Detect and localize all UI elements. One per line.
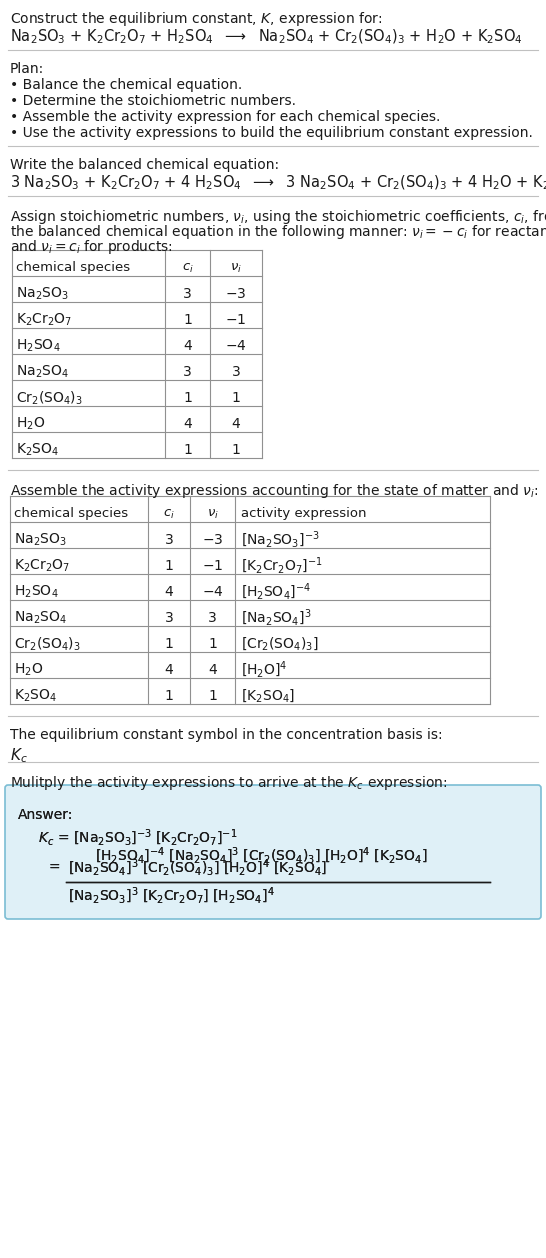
Text: 1: 1 <box>183 313 192 327</box>
Text: =: = <box>48 860 60 876</box>
Text: 1: 1 <box>183 391 192 405</box>
Text: [Cr$_2$(SO$_4$)$_3$]: [Cr$_2$(SO$_4$)$_3$] <box>241 635 319 653</box>
Text: $-$3: $-$3 <box>225 287 247 301</box>
Text: 3: 3 <box>208 611 217 625</box>
Text: the balanced chemical equation in the following manner: $\nu_i = -c_i$ for react: the balanced chemical equation in the fo… <box>10 223 546 242</box>
Text: =: = <box>48 860 60 876</box>
Text: 3: 3 <box>183 365 192 379</box>
Text: Cr$_2$(SO$_4$)$_3$: Cr$_2$(SO$_4$)$_3$ <box>16 389 83 406</box>
Text: Na$_2$SO$_3$: Na$_2$SO$_3$ <box>16 286 69 302</box>
Text: [K$_2$SO$_4$]: [K$_2$SO$_4$] <box>241 688 295 704</box>
Text: 3: 3 <box>183 287 192 301</box>
Text: 4: 4 <box>232 416 240 431</box>
Text: • Use the activity expressions to build the equilibrium constant expression.: • Use the activity expressions to build … <box>10 126 533 140</box>
Text: 1: 1 <box>164 689 174 703</box>
Text: [K$_2$Cr$_2$O$_7$]$^{-1}$: [K$_2$Cr$_2$O$_7$]$^{-1}$ <box>241 556 323 576</box>
Text: chemical species: chemical species <box>14 507 128 521</box>
Text: $K_c$ = [Na$_2$SO$_3$]$^{-3}$ [K$_2$Cr$_2$O$_7$]$^{-1}$: $K_c$ = [Na$_2$SO$_3$]$^{-3}$ [K$_2$Cr$_… <box>38 828 238 848</box>
Text: • Balance the chemical equation.: • Balance the chemical equation. <box>10 78 242 92</box>
Text: activity expression: activity expression <box>241 507 366 521</box>
Text: [Na$_2$SO$_3$]$^{-3}$: [Na$_2$SO$_3$]$^{-3}$ <box>241 530 319 550</box>
Text: H$_2$O: H$_2$O <box>14 662 43 678</box>
Text: 4: 4 <box>183 416 192 431</box>
Text: $-$1: $-$1 <box>225 313 247 327</box>
Text: 1: 1 <box>164 637 174 650</box>
Text: 3: 3 <box>232 365 240 379</box>
Text: [Na$_2$SO$_4$]$^3$ [Cr$_2$(SO$_4$)$_3$] [H$_2$O]$^4$ [K$_2$SO$_4$]: [Na$_2$SO$_4$]$^3$ [Cr$_2$(SO$_4$)$_3$] … <box>68 858 327 878</box>
Text: $-$4: $-$4 <box>201 585 223 599</box>
Text: K$_2$SO$_4$: K$_2$SO$_4$ <box>14 688 57 704</box>
Text: The equilibrium constant symbol in the concentration basis is:: The equilibrium constant symbol in the c… <box>10 728 443 742</box>
Text: [H$_2$SO$_4$]$^{-4}$: [H$_2$SO$_4$]$^{-4}$ <box>241 581 311 603</box>
Text: [Na$_2$SO$_4$]$^3$ [Cr$_2$(SO$_4$)$_3$] [H$_2$O]$^4$ [K$_2$SO$_4$]: [Na$_2$SO$_4$]$^3$ [Cr$_2$(SO$_4$)$_3$] … <box>68 858 327 878</box>
Text: and $\nu_i = c_i$ for products:: and $\nu_i = c_i$ for products: <box>10 238 173 255</box>
Text: Write the balanced chemical equation:: Write the balanced chemical equation: <box>10 159 279 172</box>
Text: Construct the equilibrium constant, $K$, expression for:: Construct the equilibrium constant, $K$,… <box>10 10 383 28</box>
Text: Na$_2$SO$_4$: Na$_2$SO$_4$ <box>14 610 67 626</box>
Text: 4: 4 <box>165 585 174 599</box>
Text: [Na$_2$SO$_4$]$^3$: [Na$_2$SO$_4$]$^3$ <box>241 608 311 628</box>
Text: 1: 1 <box>208 689 217 703</box>
Text: H$_2$O: H$_2$O <box>16 416 45 433</box>
FancyBboxPatch shape <box>5 785 541 920</box>
Text: 1: 1 <box>208 637 217 650</box>
Text: K$_2$Cr$_2$O$_7$: K$_2$Cr$_2$O$_7$ <box>14 557 70 574</box>
Text: 1: 1 <box>232 443 240 457</box>
Text: Cr$_2$(SO$_4$)$_3$: Cr$_2$(SO$_4$)$_3$ <box>14 635 81 653</box>
Text: H$_2$SO$_4$: H$_2$SO$_4$ <box>14 584 58 600</box>
Text: 4: 4 <box>208 663 217 677</box>
Text: $c_i$: $c_i$ <box>182 262 193 274</box>
Text: $\nu_i$: $\nu_i$ <box>230 262 242 274</box>
Text: • Assemble the activity expression for each chemical species.: • Assemble the activity expression for e… <box>10 109 441 125</box>
Text: K$_2$Cr$_2$O$_7$: K$_2$Cr$_2$O$_7$ <box>16 312 73 328</box>
Text: $c_i$: $c_i$ <box>163 507 175 521</box>
Text: $K_c$: $K_c$ <box>10 746 28 765</box>
Text: 3: 3 <box>165 533 174 547</box>
Text: 1: 1 <box>164 559 174 572</box>
Text: K$_2$SO$_4$: K$_2$SO$_4$ <box>16 442 60 458</box>
Text: $-$4: $-$4 <box>225 338 247 353</box>
Text: Plan:: Plan: <box>10 62 44 75</box>
Text: chemical species: chemical species <box>16 262 130 274</box>
Text: [Na$_2$SO$_3$]$^3$ [K$_2$Cr$_2$O$_7$] [H$_2$SO$_4$]$^4$: [Na$_2$SO$_3$]$^3$ [K$_2$Cr$_2$O$_7$] [H… <box>68 886 275 906</box>
Text: • Determine the stoichiometric numbers.: • Determine the stoichiometric numbers. <box>10 94 296 108</box>
Text: H$_2$SO$_4$: H$_2$SO$_4$ <box>16 338 61 355</box>
Text: 1: 1 <box>183 443 192 457</box>
Text: [H$_2$SO$_4$]$^{-4}$ [Na$_2$SO$_4$]$^3$ [Cr$_2$(SO$_4$)$_3$] [H$_2$O]$^4$ [K$_2$: [H$_2$SO$_4$]$^{-4}$ [Na$_2$SO$_4$]$^3$ … <box>38 845 428 867</box>
Text: 3: 3 <box>165 611 174 625</box>
Text: [H$_2$SO$_4$]$^{-4}$ [Na$_2$SO$_4$]$^3$ [Cr$_2$(SO$_4$)$_3$] [H$_2$O]$^4$ [K$_2$: [H$_2$SO$_4$]$^{-4}$ [Na$_2$SO$_4$]$^3$ … <box>38 845 428 867</box>
Text: Answer:: Answer: <box>18 808 73 821</box>
Text: Na$_2$SO$_3$ + K$_2$Cr$_2$O$_7$ + H$_2$SO$_4$  $\longrightarrow$  Na$_2$SO$_4$ +: Na$_2$SO$_3$ + K$_2$Cr$_2$O$_7$ + H$_2$S… <box>10 28 523 47</box>
Text: $-$1: $-$1 <box>202 559 223 572</box>
Text: Na$_2$SO$_4$: Na$_2$SO$_4$ <box>16 364 69 380</box>
Text: Assign stoichiometric numbers, $\nu_i$, using the stoichiometric coefficients, $: Assign stoichiometric numbers, $\nu_i$, … <box>10 208 546 226</box>
Text: $K_c$ = [Na$_2$SO$_3$]$^{-3}$ [K$_2$Cr$_2$O$_7$]$^{-1}$: $K_c$ = [Na$_2$SO$_3$]$^{-3}$ [K$_2$Cr$_… <box>38 828 238 848</box>
Text: Assemble the activity expressions accounting for the state of matter and $\nu_i$: Assemble the activity expressions accoun… <box>10 482 538 499</box>
Text: 4: 4 <box>183 338 192 353</box>
Text: [H$_2$O]$^4$: [H$_2$O]$^4$ <box>241 659 287 681</box>
Text: 4: 4 <box>165 663 174 677</box>
Text: 3 Na$_2$SO$_3$ + K$_2$Cr$_2$O$_7$ + 4 H$_2$SO$_4$  $\longrightarrow$  3 Na$_2$SO: 3 Na$_2$SO$_3$ + K$_2$Cr$_2$O$_7$ + 4 H$… <box>10 174 546 192</box>
Text: $-$3: $-$3 <box>202 533 223 547</box>
Text: Mulitply the activity expressions to arrive at the $K_c$ expression:: Mulitply the activity expressions to arr… <box>10 774 447 793</box>
Text: Answer:: Answer: <box>18 808 73 821</box>
Text: Na$_2$SO$_3$: Na$_2$SO$_3$ <box>14 532 67 548</box>
Text: [Na$_2$SO$_3$]$^3$ [K$_2$Cr$_2$O$_7$] [H$_2$SO$_4$]$^4$: [Na$_2$SO$_3$]$^3$ [K$_2$Cr$_2$O$_7$] [H… <box>68 886 275 906</box>
Text: $\nu_i$: $\nu_i$ <box>206 507 218 521</box>
Text: 1: 1 <box>232 391 240 405</box>
